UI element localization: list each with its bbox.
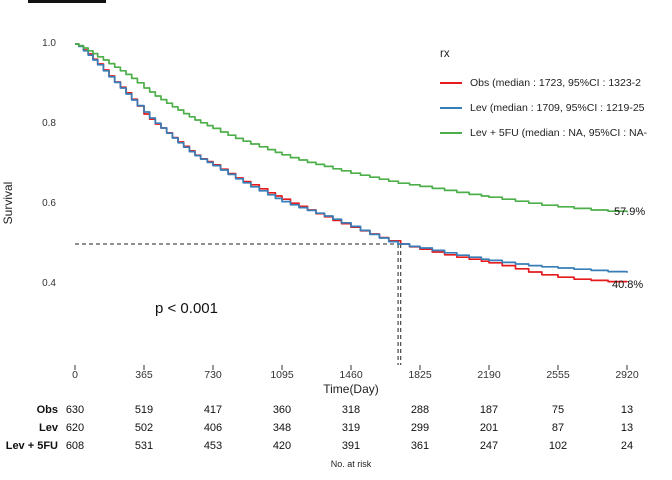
risk-count: 620: [65, 422, 85, 434]
risk-count: 391: [341, 440, 361, 452]
risk-count: 319: [341, 422, 361, 434]
risk-count: 187: [479, 404, 499, 416]
legend-line-swatch: [440, 106, 462, 109]
risk-count: 630: [65, 404, 85, 416]
risk-count: 519: [134, 404, 154, 416]
x-tick-label: 0: [72, 369, 78, 381]
risk-count: 608: [65, 440, 85, 452]
risk-count: 299: [410, 422, 430, 434]
x-tick-label: 1095: [270, 369, 294, 381]
risk-count: 420: [272, 440, 292, 452]
x-tick-label: 2190: [477, 369, 501, 381]
legend-entry-label: Obs (median : 1723, 95%CI : 1323-2: [470, 76, 642, 89]
risk-count: 348: [272, 422, 292, 434]
legend-entry-label: Lev (median : 1709, 95%CI : 1219-25: [470, 101, 645, 114]
x-tick-label: 2920: [615, 369, 639, 381]
legend-line-swatch: [440, 81, 462, 84]
x-tick-label: 365: [135, 369, 153, 381]
legend-entry: Obs (median : 1723, 95%CI : 1323-2: [440, 70, 672, 95]
survival-curve-lev-5fu: [75, 43, 628, 213]
x-tick-label: 1460: [339, 369, 363, 381]
y-axis-title: Survival: [1, 181, 15, 225]
risk-count: 360: [272, 404, 292, 416]
p-value-annotation: p < 0.001: [155, 300, 218, 317]
legend-line-swatch: [440, 131, 462, 134]
risk-count: 318: [341, 404, 361, 416]
risk-table-title: No. at risk: [330, 459, 372, 469]
risk-row-label: Obs: [36, 404, 58, 416]
y-tick-label: 0.8: [42, 118, 56, 129]
legend-entry-label: Lev + 5FU (median : NA, 95%CI : NA-: [470, 126, 648, 139]
risk-count: 247: [479, 440, 499, 452]
risk-count: 453: [203, 440, 223, 452]
risk-count: 13: [620, 422, 634, 434]
legend-title: rx: [440, 48, 450, 60]
risk-count: 502: [134, 422, 154, 434]
risk-count: 75: [551, 404, 565, 416]
top-edge-artifact: [28, 0, 106, 3]
risk-count: 406: [203, 422, 223, 434]
risk-count: 201: [479, 422, 499, 434]
legend: rx Obs (median : 1723, 95%CI : 1323-2 Lev…: [440, 48, 672, 145]
risk-count: 102: [548, 440, 568, 452]
legend-entry: Lev + 5FU (median : NA, 95%CI : NA-: [440, 120, 672, 145]
y-tick-label: 1.0: [42, 38, 56, 49]
lev5fu-endpoint-label: 57.9%: [614, 206, 646, 218]
y-tick-label: 0.6: [42, 198, 56, 209]
risk-count: 531: [134, 440, 154, 452]
risk-count: 24: [620, 440, 634, 452]
x-tick-label: 2555: [546, 369, 570, 381]
risk-row-label: Lev: [39, 422, 58, 434]
risk-count: 361: [410, 440, 430, 452]
x-axis-title: Time(Day): [323, 382, 379, 396]
survival-curve-lev: [75, 43, 628, 273]
legend-entries: Obs (median : 1723, 95%CI : 1323-2 Lev (m…: [440, 70, 672, 145]
legend-entry: Lev (median : 1709, 95%CI : 1219-25: [440, 95, 672, 120]
risk-count: 288: [410, 404, 430, 416]
obs-endpoint-label: 40.8%: [612, 279, 644, 291]
risk-count: 13: [620, 404, 634, 416]
risk-count: 417: [203, 404, 223, 416]
x-tick-label: 730: [204, 369, 222, 381]
risk-count: 87: [551, 422, 565, 434]
y-tick-label: 0.4: [42, 278, 56, 289]
risk-row-label: Lev + 5FU: [5, 440, 58, 452]
x-tick-label: 1825: [408, 369, 432, 381]
